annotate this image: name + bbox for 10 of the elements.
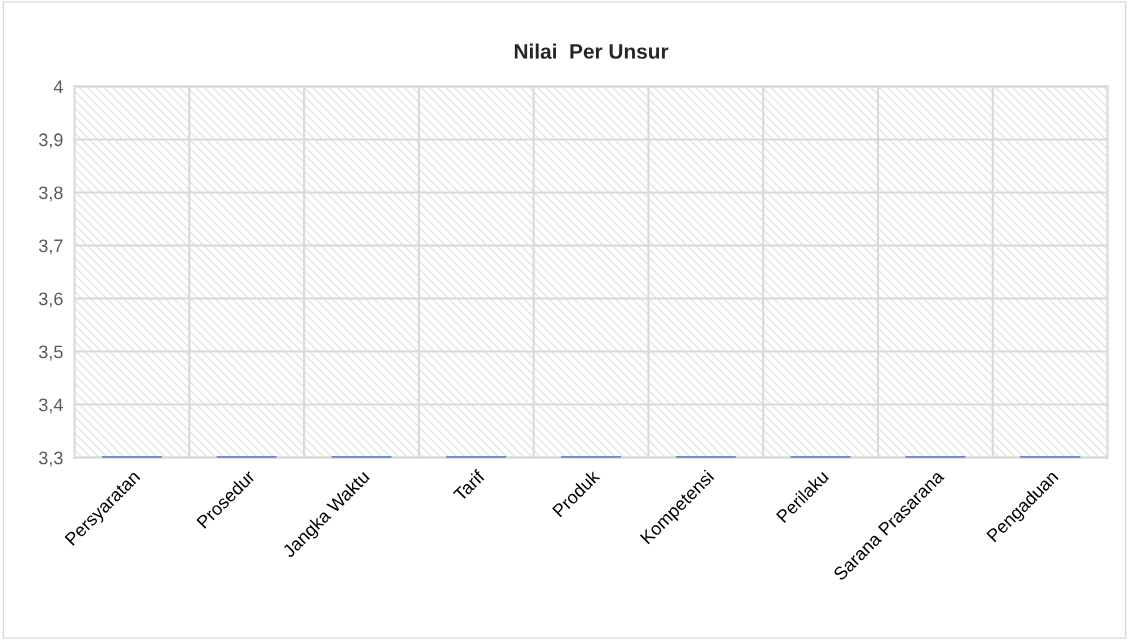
y-tick-label: 3,4	[38, 398, 63, 414]
y-tick-label: 3,3	[38, 451, 63, 467]
y-tick-label: 4	[53, 80, 63, 93]
y-tick-label: 3,9	[38, 133, 63, 149]
chart-title: Nilai Per Unsur	[514, 43, 669, 59]
y-tick-label: 3,7	[38, 239, 63, 255]
y-tick-label: 3,8	[38, 186, 63, 202]
y-tick-label: 3,6	[38, 292, 63, 308]
y-tick-label: 3,5	[38, 345, 63, 361]
x-tick-label: Tarif	[452, 468, 486, 502]
